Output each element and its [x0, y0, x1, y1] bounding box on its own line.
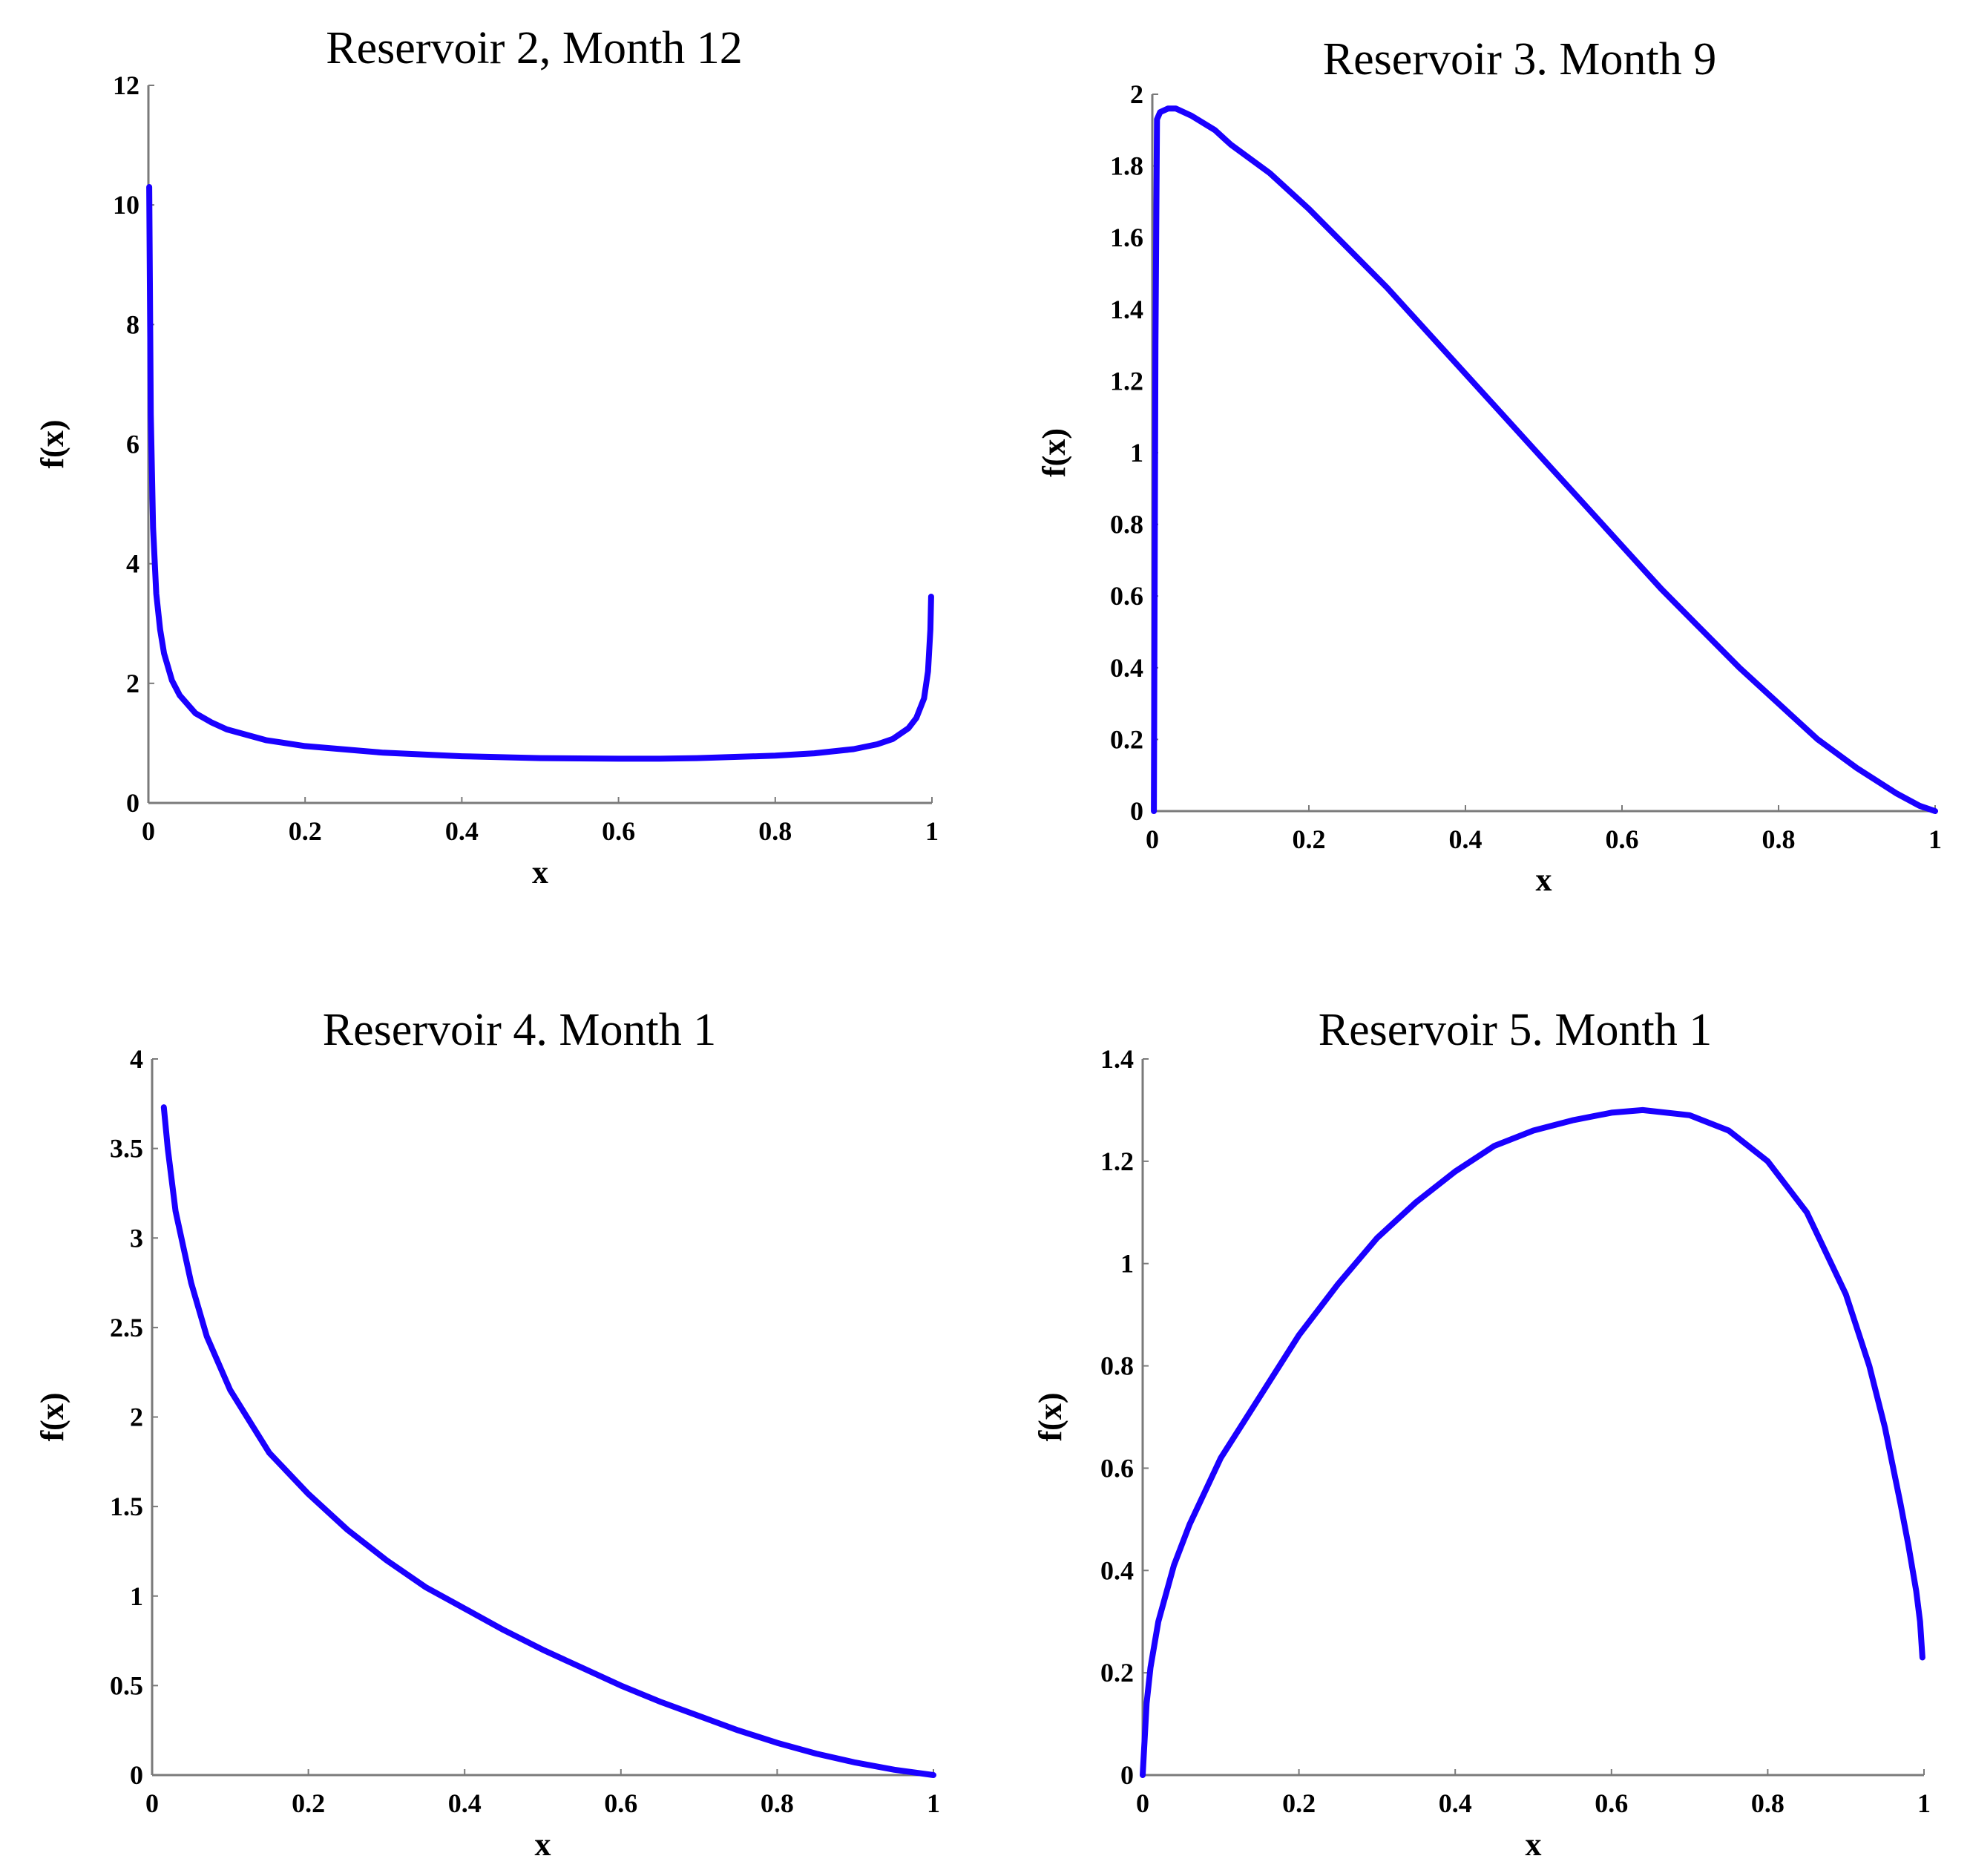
y-tick-label-0-8: 0.8 [1110, 510, 1143, 539]
x-tick-label-1: 1 [927, 1788, 940, 1818]
y-tick-label-0-2: 0.2 [1110, 724, 1143, 754]
y-axis-label: f(x) [34, 420, 70, 469]
y-tick-label-1-6: 1.6 [1110, 223, 1143, 252]
x-tick-label-0-8: 0.8 [761, 1788, 794, 1818]
x-tick-label-0-2: 0.2 [1282, 1788, 1316, 1818]
y-tick-label-0-6: 0.6 [1110, 581, 1143, 611]
x-tick-label-1: 1 [925, 816, 939, 846]
series-line-0 [146, 184, 934, 762]
y-tick-label-10: 10 [113, 190, 139, 220]
y-tick-label-1: 1 [1130, 438, 1143, 468]
y-tick-label-1: 1 [130, 1581, 143, 1611]
y-tick-label-0: 0 [1130, 796, 1143, 826]
x-tick-label-0-2: 0.2 [292, 1788, 325, 1818]
y-tick-label-2: 2 [1130, 79, 1143, 109]
y-tick-label-1: 1 [1120, 1249, 1134, 1279]
series-line-0 [1151, 105, 1938, 814]
x-tick-label-0-4: 0.4 [445, 816, 479, 846]
series-line-0 [160, 1104, 936, 1778]
y-tick-label-3: 3 [130, 1223, 143, 1253]
y-tick-label-2-5: 2.5 [110, 1313, 143, 1342]
chart-title: Reservoir 3. Month 9 [1323, 34, 1716, 85]
y-tick-label-4: 4 [126, 549, 139, 579]
y-axis-label: f(x) [1032, 1393, 1068, 1442]
x-axis-label: x [532, 854, 548, 891]
y-tick-label-6: 6 [126, 430, 139, 459]
x-tick-label-0-4: 0.4 [1439, 1788, 1472, 1818]
y-tick-label-0: 0 [130, 1760, 143, 1790]
x-tick-label-0: 0 [1136, 1788, 1149, 1818]
x-axis-label: x [1536, 862, 1552, 898]
chart-title: Reservoir 4. Month 1 [323, 1005, 716, 1055]
x-tick-label-0-4: 0.4 [448, 1788, 482, 1818]
x-tick-label-0-4: 0.4 [1449, 824, 1483, 854]
y-tick-label-1-4: 1.4 [1100, 1044, 1134, 1074]
panel-reservoir-4-month-1: Reservoir 4. Month 1 0 0.5 1 1.5 2 2.5 3 3.5 4 0 0.… [34, 1005, 940, 1863]
x-tick-label-0-8: 0.8 [1762, 824, 1796, 854]
y-tick-label-0-4: 0.4 [1100, 1555, 1134, 1585]
y-tick-label-1-8: 1.8 [1110, 151, 1143, 181]
series-line-0 [1140, 1106, 1925, 1778]
y-tick-label-0-2: 0.2 [1100, 1658, 1134, 1688]
y-tick-label-12: 12 [113, 70, 139, 100]
x-tick-label-0: 0 [145, 1788, 159, 1818]
y-tick-label-1-2: 1.2 [1110, 366, 1143, 396]
x-tick-label-0-2: 0.2 [289, 816, 322, 846]
x-tick-label-0-8: 0.8 [1751, 1788, 1785, 1818]
y-tick-label-1-4: 1.4 [1110, 295, 1143, 324]
y-tick-label-2: 2 [126, 669, 139, 698]
y-tick-label-1-5: 1.5 [110, 1492, 143, 1521]
panel-reservoir-3-month-9: Reservoir 3. Month 9 0 0.2 0.4 0.6 0.8 1 1.2 1.4… [1036, 34, 1942, 898]
y-tick-label-3-5: 3.5 [110, 1134, 143, 1164]
x-axis-label: x [1526, 1826, 1542, 1863]
x-tick-label-0: 0 [1146, 824, 1159, 854]
y-tick-label-1-2: 1.2 [1100, 1147, 1134, 1176]
x-tick-label-1: 1 [1928, 824, 1942, 854]
y-tick-label-2: 2 [130, 1403, 143, 1432]
x-tick-label-0: 0 [142, 816, 155, 846]
panel-reservoir-5-month-1: Reservoir 5. Month 1 0 0.2 0.4 0.6 0.8 1 1.2 1.4… [1032, 1005, 1931, 1863]
y-tick-label-0-5: 0.5 [110, 1670, 143, 1700]
y-tick-label-0-6: 0.6 [1100, 1453, 1134, 1483]
y-tick-label-0: 0 [126, 788, 139, 818]
x-tick-label-0-6: 0.6 [1595, 1788, 1628, 1818]
y-axis-label: f(x) [1036, 428, 1072, 477]
chart-title: Reservoir 5. Month 1 [1319, 1005, 1712, 1055]
y-tick-label-4: 4 [130, 1044, 143, 1074]
x-tick-label-0-2: 0.2 [1293, 824, 1326, 854]
x-axis-label: x [535, 1826, 551, 1863]
x-tick-label-0-8: 0.8 [758, 816, 792, 846]
y-tick-label-8: 8 [126, 309, 139, 339]
x-tick-label-1: 1 [1917, 1788, 1931, 1818]
y-tick-label-0-8: 0.8 [1100, 1351, 1134, 1381]
y-tick-label-0: 0 [1120, 1760, 1134, 1790]
x-tick-label-0-6: 0.6 [602, 816, 635, 846]
chart-title: Reservoir 2, Month 12 [326, 23, 742, 73]
x-tick-label-0-6: 0.6 [1606, 824, 1639, 854]
x-tick-label-0-6: 0.6 [604, 1788, 637, 1818]
panel-reservoir-2-month-12: Reservoir 2, Month 12 0 2 4 6 8 10 12 0 0.2 0.4 0.6… [34, 23, 939, 891]
y-tick-label-0-4: 0.4 [1110, 653, 1143, 683]
y-axis-label: f(x) [34, 1393, 70, 1442]
